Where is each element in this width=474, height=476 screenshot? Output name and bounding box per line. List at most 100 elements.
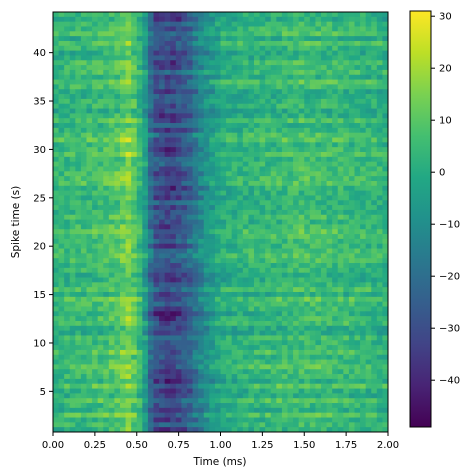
heatmap-cell: [187, 383, 193, 389]
heatmap-cell: [164, 258, 171, 264]
heatmap-cell: [298, 301, 305, 307]
heatmap-cell: [164, 161, 171, 167]
heatmap-cell: [315, 388, 322, 394]
heatmap-cell: [136, 219, 143, 225]
heatmap-cell: [64, 12, 71, 18]
heatmap-cell: [321, 340, 327, 346]
heatmap-cell: [365, 21, 372, 27]
heatmap-cell: [376, 364, 383, 370]
heatmap-cell: [64, 74, 71, 80]
heatmap-cell: [175, 69, 182, 76]
heatmap-cell: [58, 152, 65, 158]
heatmap-cell: [136, 253, 143, 259]
heatmap-cell: [164, 378, 171, 385]
heatmap-cell: [226, 118, 233, 124]
heatmap-cell: [332, 195, 339, 201]
heatmap-cell: [175, 388, 182, 394]
heatmap-cell: [293, 359, 300, 365]
heatmap-cell: [192, 383, 199, 389]
heatmap-cell: [175, 209, 182, 216]
heatmap-cell: [136, 152, 143, 158]
heatmap-cell: [287, 190, 294, 196]
heatmap-cell: [276, 60, 283, 66]
heatmap-cell: [293, 277, 300, 283]
heatmap-cell: [170, 185, 177, 192]
heatmap-cell: [309, 345, 316, 351]
heatmap-cell: [376, 243, 383, 249]
heatmap-cell: [309, 142, 316, 148]
heatmap-cell: [343, 263, 350, 269]
heatmap-cell: [58, 16, 65, 23]
heatmap-cell: [354, 349, 361, 356]
heatmap-cell: [371, 185, 378, 192]
heatmap-cell: [365, 190, 372, 196]
heatmap-cell: [58, 36, 65, 42]
heatmap-cell: [281, 26, 288, 32]
heatmap-cell: [360, 55, 367, 61]
heatmap-cell: [92, 55, 99, 61]
heatmap-cell: [332, 267, 339, 274]
heatmap-cell: [175, 60, 182, 66]
heatmap-cell: [348, 272, 355, 278]
heatmap-cell: [254, 161, 260, 167]
heatmap-cell: [125, 359, 132, 365]
heatmap-cell: [58, 243, 65, 249]
heatmap-cell: [270, 349, 277, 356]
heatmap-cell: [153, 296, 160, 303]
heatmap-cell: [315, 330, 322, 336]
heatmap-cell: [175, 320, 182, 327]
heatmap-cell: [103, 103, 110, 109]
heatmap-cell: [120, 195, 126, 201]
heatmap-cell: [265, 209, 272, 216]
heatmap-cell: [242, 26, 249, 32]
heatmap-cell: [103, 156, 110, 163]
heatmap-cell: [153, 94, 160, 100]
heatmap-cell: [142, 205, 149, 211]
heatmap-cell: [360, 296, 367, 303]
heatmap-cell: [237, 378, 244, 385]
heatmap-cell: [92, 272, 99, 278]
heatmap-cell: [304, 234, 311, 240]
heatmap-cell: [198, 258, 205, 264]
heatmap-cell: [114, 374, 121, 380]
heatmap-cell: [164, 190, 171, 196]
heatmap-cell: [125, 272, 132, 278]
heatmap-cell: [142, 219, 149, 225]
heatmap-cell: [298, 166, 305, 172]
heatmap-cell: [103, 16, 110, 23]
heatmap-cell: [348, 156, 355, 163]
heatmap-cell: [92, 330, 99, 336]
heatmap-cell: [175, 272, 182, 278]
heatmap-cell: [164, 185, 171, 192]
heatmap-cell: [64, 147, 71, 153]
heatmap-cell: [315, 340, 322, 346]
heatmap-cell: [175, 171, 182, 177]
heatmap-cell: [371, 282, 378, 288]
heatmap-cell: [376, 180, 383, 187]
heatmap-cell: [125, 142, 132, 148]
heatmap-cell: [131, 214, 138, 220]
heatmap-cell: [125, 282, 132, 288]
heatmap-cell: [321, 398, 327, 404]
heatmap-cell: [276, 137, 283, 143]
heatmap-cell: [80, 171, 87, 177]
heatmap-cell: [175, 234, 182, 240]
heatmap-cell: [97, 219, 104, 225]
heatmap-cell: [270, 147, 277, 153]
heatmap-cell: [354, 103, 361, 109]
heatmap-cell: [226, 132, 233, 138]
heatmap-cell: [187, 74, 193, 80]
heatmap-cell: [254, 277, 260, 283]
heatmap-cell: [108, 50, 115, 56]
heatmap-cell: [270, 74, 277, 80]
heatmap-cell: [304, 108, 311, 114]
heatmap-cell: [259, 113, 266, 119]
heatmap-cell: [80, 349, 87, 356]
heatmap-cell: [237, 219, 244, 225]
heatmap-cell: [343, 374, 350, 380]
heatmap-cell: [97, 272, 104, 278]
heatmap-cell: [181, 253, 188, 259]
heatmap-cell: [337, 398, 344, 404]
heatmap-cell: [142, 36, 149, 42]
heatmap-cell: [321, 393, 327, 399]
